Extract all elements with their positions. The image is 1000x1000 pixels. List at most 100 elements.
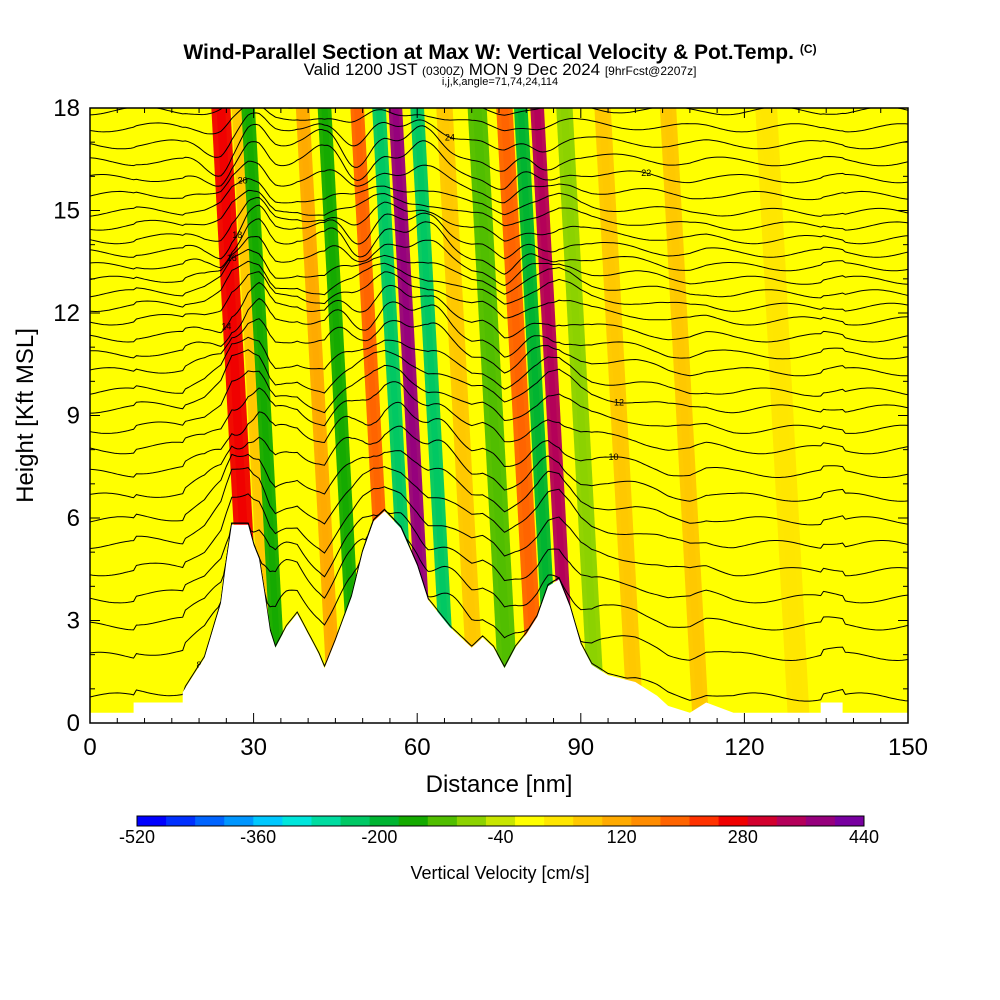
y-tick-label: 15 [53, 198, 80, 225]
colorbar-swatch [427, 816, 458, 826]
colorbar-swatch [456, 816, 487, 826]
w-band-core [598, 108, 640, 723]
theta-contour-line [90, 450, 908, 526]
colorbar-swatch [660, 816, 691, 826]
utc-time-text: (0300Z) [422, 64, 465, 78]
x-axis-label: Distance [nm] [426, 771, 573, 798]
theta-contour-group: 8 10 12 14 16 18 20 22 24 26 28 [90, 49, 908, 702]
theta-contour-label: 14 [221, 321, 231, 331]
theta-contour-line [90, 349, 908, 414]
w-band-core [245, 108, 284, 723]
theta-contour-line [90, 318, 908, 377]
theta-contour-line [90, 108, 908, 116]
w-band-core [761, 108, 804, 723]
theta-contour-line [90, 401, 908, 478]
y-tick-label: 12 [53, 300, 80, 327]
theta-contour-line [90, 196, 908, 245]
grid-index-text: i,j,k,angle=71,74,24,114 [441, 76, 559, 88]
theta-contour-line [90, 271, 908, 326]
theta-contour-label: 26 [249, 87, 259, 97]
colorbar-tick-label: 280 [728, 827, 758, 847]
w-band-core [414, 108, 453, 723]
theta-contour-line [90, 260, 908, 313]
chart-subtitle: Valid 1200 JST (0300Z) MON 9 Dec 2024 [9… [0, 61, 1000, 80]
y-tick-label: 9 [67, 403, 80, 430]
theta-contour-line [90, 204, 908, 260]
plot-layer: 8 10 12 14 16 18 20 22 24 26 28 [90, 49, 908, 723]
theta-contour-line [90, 508, 908, 631]
x-tick-label: 30 [240, 734, 267, 761]
theta-contour-label: 24 [445, 132, 455, 142]
w-band-core [440, 108, 481, 723]
y-axis-label: Height [Kft MSL] [12, 328, 39, 503]
theta-contour-line [90, 281, 908, 343]
w-band-core [517, 108, 557, 723]
forecast-info-text: [9hrFcst@2207z] [604, 64, 697, 78]
theta-contour-line [90, 140, 908, 190]
valid-date-text: MON 9 Dec 2024 [464, 60, 605, 79]
theta-contour-line [90, 235, 908, 287]
w-band-core [534, 108, 573, 723]
theta-contour-line [90, 112, 908, 158]
y-tick-label: 3 [67, 608, 80, 635]
x-tick-label: 0 [83, 734, 96, 761]
colorbar-swatch [544, 816, 574, 826]
copyright-mark: (C) [799, 42, 817, 56]
colorbar-swatch [515, 816, 545, 826]
theta-contour-line [90, 425, 908, 502]
theta-contour-line [90, 297, 908, 360]
theta-contour-line [90, 381, 908, 455]
valid-time-text: Valid 1200 JST [303, 60, 423, 79]
colorbar-swatch [253, 816, 283, 826]
colorbar-swatch [398, 816, 429, 826]
colorbar-swatch [747, 816, 778, 826]
colorbar-swatch [369, 816, 400, 826]
colorbar-tick-label: -360 [240, 827, 276, 847]
w-band-core [664, 108, 705, 723]
w-band-core [234, 108, 273, 723]
theta-contour-line [90, 364, 908, 434]
theta-contour-line [90, 508, 908, 604]
theta-contour-line [90, 177, 908, 217]
theta-contour-label: 22 [641, 168, 651, 178]
theta-contour-line [90, 73, 908, 103]
colorbar-swatch [631, 816, 661, 826]
w-band-core [321, 108, 361, 723]
theta-contour-label: 28 [652, 70, 662, 80]
colorbar-swatch [776, 816, 807, 826]
chart-title: Wind-Parallel Section at Max W: Vertical… [0, 37, 1000, 65]
theta-contour-line [90, 466, 908, 549]
colorbar-swatch [805, 816, 836, 826]
y-tick-label: 0 [67, 710, 80, 737]
colorbar-swatch [282, 816, 312, 826]
colorbar-swatch [340, 816, 371, 826]
x-tick-label: 120 [724, 734, 764, 761]
colorbar-swatch [137, 816, 167, 826]
theta-contour-line [90, 486, 908, 577]
theta-contour-line [90, 248, 908, 299]
w-band-core [472, 108, 515, 723]
terrain-silhouette [90, 511, 908, 723]
theta-contour-line [90, 123, 908, 177]
colorbar-tick-label: 440 [849, 827, 879, 847]
colorbar-tick-label: -520 [119, 827, 155, 847]
theta-contour-line [90, 108, 908, 135]
colorbar-tick-label: -200 [361, 827, 397, 847]
colorbar-swatch [485, 816, 516, 826]
theta-contour-line [90, 49, 908, 93]
w-band-core [500, 108, 541, 723]
colorbar-tick-label: 120 [607, 827, 637, 847]
x-tick-label: 150 [888, 734, 928, 761]
colorbar-swatch [311, 816, 342, 826]
colorbar-swatch [602, 816, 632, 826]
theta-contour-line [90, 218, 908, 275]
colorbar-swatch [166, 816, 196, 826]
colorbar-swatch [718, 816, 749, 826]
colorbar-swatch [195, 816, 225, 826]
x-tick-label: 90 [567, 734, 594, 761]
y-tick-label: 18 [53, 95, 80, 122]
colorbar-swatch [834, 816, 865, 826]
theta-contour-line [90, 189, 908, 231]
colorbar-swatch [689, 816, 720, 826]
